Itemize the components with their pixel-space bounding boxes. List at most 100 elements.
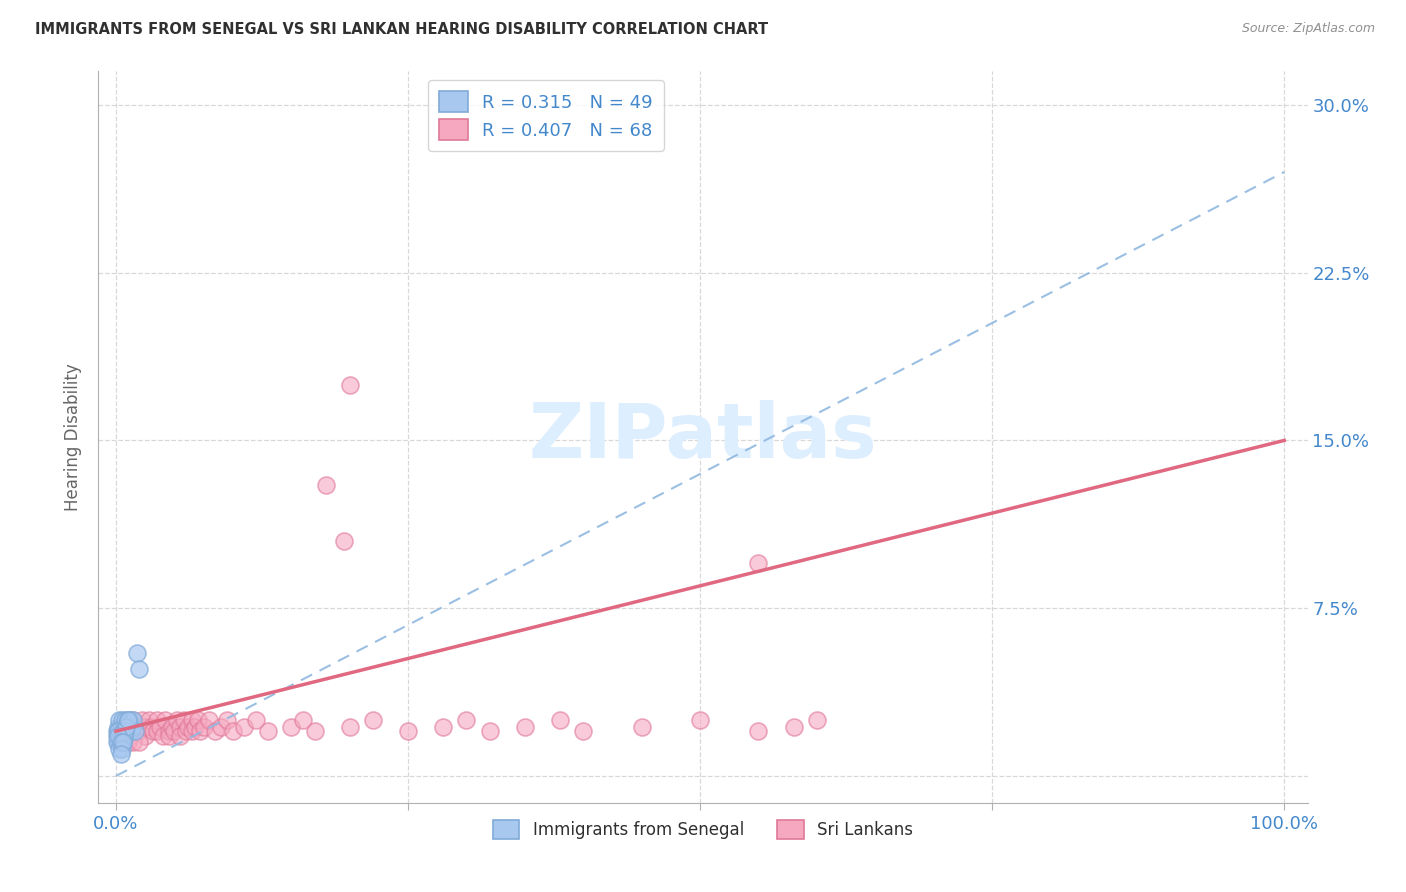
Point bbox=[233, 720, 256, 734]
Point bbox=[124, 724, 146, 739]
Point bbox=[125, 720, 148, 734]
Point bbox=[111, 735, 134, 749]
Point bbox=[339, 720, 361, 734]
Point bbox=[456, 713, 478, 727]
Point bbox=[111, 724, 134, 739]
Point bbox=[110, 724, 132, 739]
Point bbox=[105, 724, 128, 739]
Point bbox=[107, 729, 129, 743]
Point bbox=[110, 747, 132, 761]
Point bbox=[118, 713, 141, 727]
Point bbox=[112, 724, 135, 739]
Point bbox=[115, 720, 138, 734]
Point bbox=[209, 720, 232, 734]
Point bbox=[115, 720, 138, 734]
Point bbox=[110, 729, 132, 743]
Point bbox=[111, 729, 134, 743]
Point bbox=[117, 720, 139, 734]
Point bbox=[160, 720, 183, 734]
Point bbox=[108, 735, 131, 749]
Point bbox=[513, 720, 536, 734]
Point bbox=[572, 724, 595, 739]
Point bbox=[121, 720, 143, 734]
Point bbox=[149, 720, 172, 734]
Point bbox=[548, 713, 571, 727]
Point bbox=[111, 735, 134, 749]
Point bbox=[105, 729, 128, 743]
Point bbox=[110, 729, 132, 743]
Point bbox=[630, 720, 652, 734]
Point bbox=[315, 478, 337, 492]
Point bbox=[806, 713, 828, 727]
Point bbox=[204, 724, 226, 739]
Point bbox=[184, 720, 207, 734]
Point bbox=[122, 713, 145, 727]
Point bbox=[187, 713, 209, 727]
Point bbox=[111, 713, 134, 727]
Point bbox=[180, 724, 202, 739]
Point bbox=[169, 720, 191, 734]
Point bbox=[146, 724, 169, 739]
Point bbox=[110, 720, 132, 734]
Point bbox=[177, 720, 200, 734]
Point bbox=[157, 724, 180, 739]
Point bbox=[193, 720, 215, 734]
Point bbox=[114, 729, 136, 743]
Point bbox=[198, 713, 221, 727]
Point bbox=[478, 724, 501, 739]
Point bbox=[215, 713, 238, 727]
Text: ZIPatlas: ZIPatlas bbox=[529, 401, 877, 474]
Point bbox=[134, 729, 156, 743]
Point bbox=[111, 724, 134, 739]
Point bbox=[128, 724, 150, 739]
Point bbox=[361, 713, 384, 727]
Point bbox=[131, 713, 153, 727]
Y-axis label: Hearing Disability: Hearing Disability bbox=[65, 363, 83, 511]
Point bbox=[432, 720, 454, 734]
Point bbox=[332, 534, 354, 549]
Point bbox=[280, 720, 302, 734]
Point bbox=[115, 724, 138, 739]
Point bbox=[107, 724, 129, 739]
Point bbox=[245, 713, 267, 727]
Text: IMMIGRANTS FROM SENEGAL VS SRI LANKAN HEARING DISABILITY CORRELATION CHART: IMMIGRANTS FROM SENEGAL VS SRI LANKAN HE… bbox=[35, 22, 768, 37]
Point bbox=[689, 713, 711, 727]
Point bbox=[110, 735, 132, 749]
Point bbox=[118, 720, 141, 734]
Point bbox=[108, 742, 131, 756]
Point bbox=[180, 713, 202, 727]
Point bbox=[107, 735, 129, 749]
Point bbox=[153, 713, 176, 727]
Point bbox=[117, 713, 139, 727]
Point bbox=[122, 724, 145, 739]
Point bbox=[118, 729, 141, 743]
Point bbox=[157, 729, 180, 743]
Point bbox=[142, 724, 165, 739]
Point bbox=[222, 724, 245, 739]
Point bbox=[108, 729, 131, 743]
Text: Source: ZipAtlas.com: Source: ZipAtlas.com bbox=[1241, 22, 1375, 36]
Point bbox=[134, 720, 156, 734]
Point bbox=[166, 713, 188, 727]
Point bbox=[782, 720, 804, 734]
Point bbox=[396, 724, 419, 739]
Point bbox=[111, 742, 134, 756]
Point bbox=[128, 662, 150, 676]
Point bbox=[117, 724, 139, 739]
Point bbox=[125, 646, 148, 660]
Point bbox=[128, 735, 150, 749]
Point bbox=[112, 720, 135, 734]
Point bbox=[105, 735, 128, 749]
Point bbox=[747, 557, 769, 571]
Point bbox=[112, 729, 135, 743]
Point bbox=[111, 729, 134, 743]
Point bbox=[120, 724, 142, 739]
Point bbox=[173, 713, 195, 727]
Point bbox=[304, 724, 326, 739]
Point bbox=[291, 713, 314, 727]
Point bbox=[114, 724, 136, 739]
Point bbox=[111, 724, 134, 739]
Point bbox=[108, 713, 131, 727]
Point bbox=[122, 713, 145, 727]
Point bbox=[152, 729, 174, 743]
